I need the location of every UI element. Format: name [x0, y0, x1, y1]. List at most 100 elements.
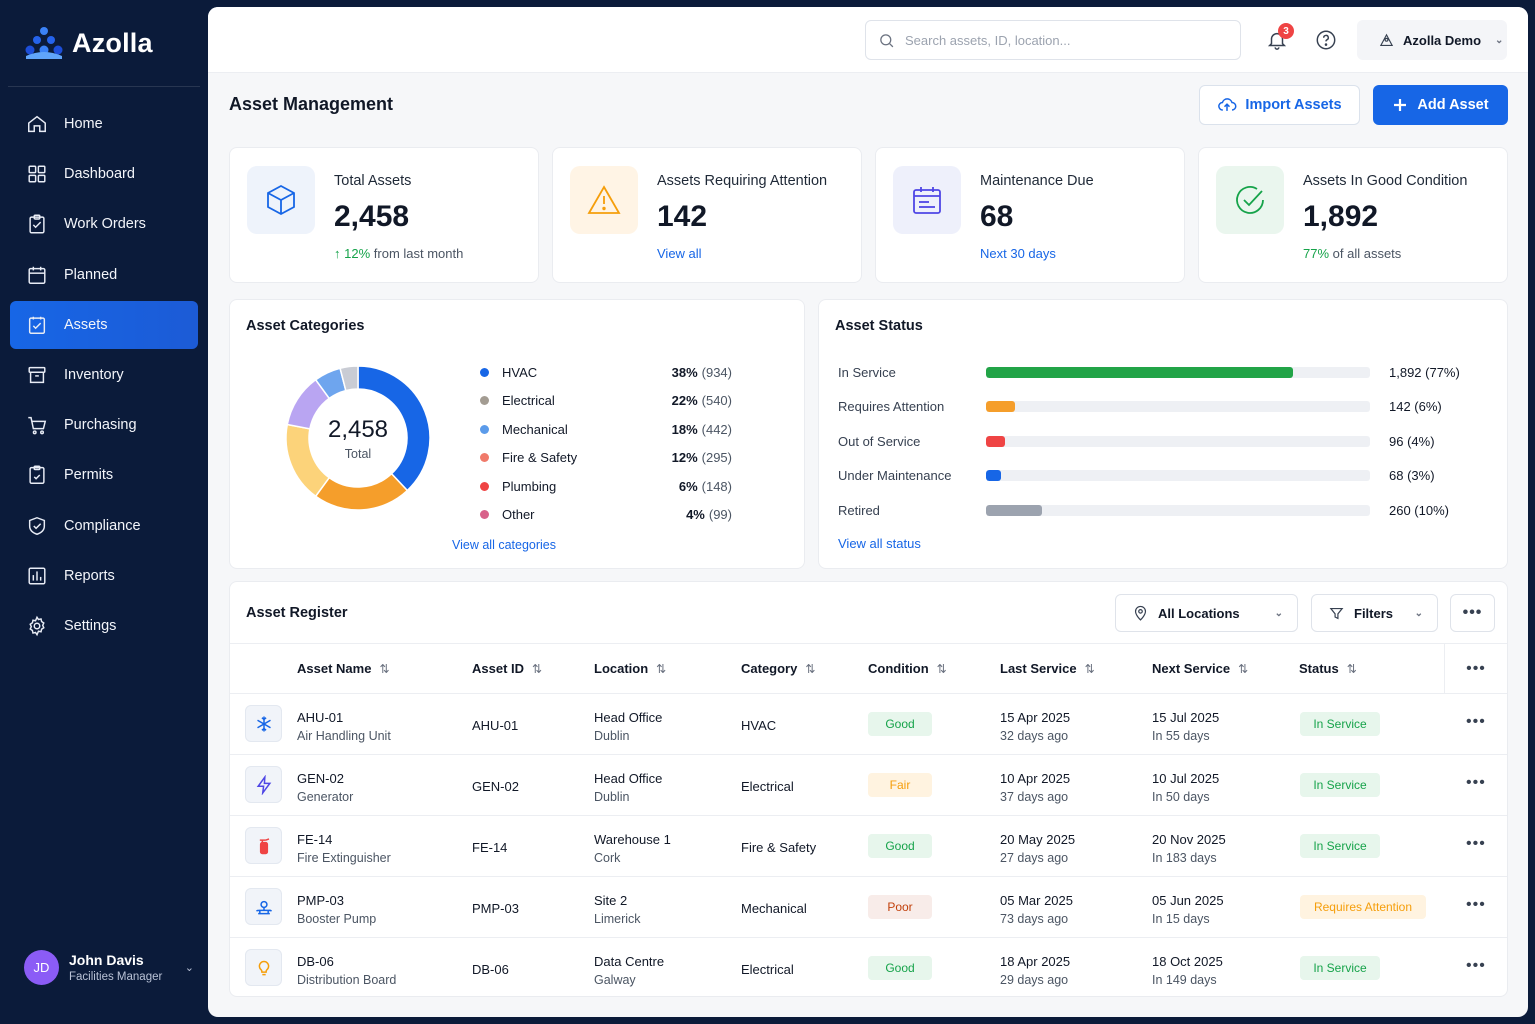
- user-profile[interactable]: JD John Davis Facilities Manager ⌄: [24, 950, 194, 985]
- column-header-asset-name[interactable]: Asset Name ⇅: [297, 661, 390, 676]
- sidebar-item-reports[interactable]: Reports: [10, 552, 198, 600]
- location-city: Dublin: [594, 729, 630, 743]
- sidebar-item-home[interactable]: Home: [10, 100, 198, 148]
- column-header-next-service[interactable]: Next Service ⇅: [1152, 661, 1248, 676]
- next-service-cell: 15 Jul 2025 In 55 days: [1152, 708, 1219, 746]
- filters-button[interactable]: Filters ⌄: [1311, 594, 1438, 632]
- more-options-button[interactable]: •••: [1450, 594, 1495, 632]
- row-actions-button[interactable]: •••: [1466, 713, 1486, 730]
- view-all-categories-link[interactable]: View all categories: [452, 538, 556, 552]
- table-row[interactable]: DB-06 Distribution Board DB-06 Data Centre G…: [230, 938, 1507, 999]
- column-header-asset-id[interactable]: Asset ID ⇅: [472, 661, 542, 676]
- column-header-condition[interactable]: Condition ⇅: [868, 661, 947, 676]
- stat-icon-wrap: [247, 166, 315, 234]
- sidebar-item-inventory[interactable]: Inventory: [10, 351, 198, 399]
- sidebar-item-work-orders[interactable]: Work Orders: [10, 200, 198, 248]
- gear-icon: [29, 615, 45, 637]
- location-cell: Site 2 Limerick: [594, 891, 641, 929]
- account-menu[interactable]: Azolla Demo ⌄: [1357, 20, 1507, 60]
- location-city: Dublin: [594, 790, 630, 804]
- add-asset-button[interactable]: Add Asset: [1373, 85, 1508, 125]
- location-filter-dropdown[interactable]: All Locations ⌄: [1115, 594, 1298, 632]
- view-all-link[interactable]: View all: [657, 246, 702, 261]
- chevron-down-icon[interactable]: ⌄: [184, 962, 194, 974]
- asset-name-cell[interactable]: GEN-02 Generator: [297, 769, 353, 807]
- next-service-in: In 183 days: [1152, 851, 1217, 865]
- sidebar-divider: [8, 86, 200, 87]
- next-service-in: In 15 days: [1152, 912, 1210, 926]
- sidebar-item-dashboard[interactable]: Dashboard: [10, 150, 198, 198]
- cube-icon: [267, 184, 295, 216]
- asset-checklist-icon: [28, 316, 46, 334]
- row-actions-button[interactable]: •••: [1466, 774, 1486, 791]
- stat-card-total-assets: Total Assets 2,458 ↑ 12% from last month: [229, 147, 539, 283]
- topbar: 3 Azolla Demo ⌄: [208, 7, 1528, 73]
- next-service-date: 18 Oct 2025: [1152, 954, 1223, 969]
- sidebar-item-label: Compliance: [64, 517, 141, 534]
- table-row[interactable]: AHU-01 Air Handling Unit AHU-01 Head Office…: [230, 694, 1507, 755]
- donut-total-value: 2,458: [327, 415, 389, 443]
- status-bar-fill: [986, 504, 1042, 516]
- asset-name-cell[interactable]: DB-06 Distribution Board: [297, 952, 396, 990]
- asset-name-cell[interactable]: PMP-03 Booster Pump: [297, 891, 376, 929]
- view-all-status-link[interactable]: View all status: [838, 536, 921, 551]
- check-circle-icon: [1236, 186, 1264, 214]
- column-header-location[interactable]: Location ⇅: [594, 661, 666, 676]
- sidebar-item-permits[interactable]: Permits: [10, 451, 198, 499]
- last-service-cell: 18 Apr 2025 29 days ago: [1000, 952, 1070, 990]
- search-box[interactable]: [865, 20, 1241, 60]
- legend-dot: [480, 453, 489, 463]
- asset-name-cell[interactable]: FE-14 Fire Extinguisher: [297, 830, 391, 868]
- column-header-label: Category: [741, 661, 798, 676]
- column-header-category[interactable]: Category ⇅: [741, 661, 815, 676]
- column-header-label: Last Service: [1000, 661, 1077, 676]
- status-row: Under Maintenance 68 (3%): [838, 466, 1498, 486]
- help-button[interactable]: [1315, 29, 1337, 51]
- column-header-status[interactable]: Status ⇅: [1299, 661, 1357, 676]
- legend-name: Plumbing: [502, 478, 557, 494]
- import-assets-button[interactable]: Import Assets: [1199, 85, 1360, 125]
- location-filter-label: All Locations: [1158, 605, 1240, 621]
- row-actions-button[interactable]: •••: [1466, 835, 1486, 852]
- status-row: In Service 1,892 (77%): [838, 362, 1498, 382]
- sidebar-item-compliance[interactable]: Compliance: [10, 502, 198, 550]
- column-header-label: Location: [594, 661, 649, 676]
- good-percent: 77%: [1303, 246, 1330, 261]
- notifications-button[interactable]: 3: [1266, 23, 1294, 51]
- box-icon: [28, 366, 46, 384]
- next-service-cell: 10 Jul 2025 In 50 days: [1152, 769, 1219, 807]
- asset-id: FE-14: [472, 840, 508, 855]
- table-row[interactable]: FE-14 Fire Extinguisher FE-14 Warehouse 1 Co…: [230, 816, 1507, 877]
- sidebar-item-assets[interactable]: Assets: [10, 300, 198, 349]
- status-name: Requires Attention: [838, 399, 945, 414]
- table-row[interactable]: GEN-02 Generator GEN-02 Head Office Dublin El…: [230, 755, 1507, 816]
- column-header-last-service[interactable]: Last Service ⇅: [1000, 661, 1095, 676]
- condition-badge: Good: [868, 956, 932, 980]
- category: Fire & Safety: [741, 840, 817, 855]
- asset-id: DB-06: [472, 962, 509, 977]
- azolla-logo-icon: [25, 27, 63, 59]
- row-actions-button[interactable]: •••: [1466, 957, 1486, 974]
- calendar-icon: [913, 187, 941, 214]
- row-actions-button[interactable]: •••: [1466, 896, 1486, 913]
- column-options-button[interactable]: •••: [1444, 644, 1507, 693]
- home-icon: [28, 115, 46, 133]
- search-input[interactable]: [905, 32, 1225, 48]
- asset-name: PMP-03: [297, 893, 344, 908]
- last-service-ago: 29 days ago: [1000, 973, 1069, 987]
- brand[interactable]: Azolla: [24, 26, 153, 60]
- last-service-ago: 73 days ago: [1000, 912, 1069, 926]
- status-badge: In Service: [1300, 712, 1380, 736]
- sidebar-item-planned[interactable]: Planned: [10, 251, 198, 299]
- location-cell: Head Office Dublin: [594, 769, 662, 807]
- sort-icon: ⇅: [656, 661, 667, 676]
- bolt-icon: [256, 774, 271, 795]
- sidebar-item-purchasing[interactable]: Purchasing: [10, 401, 198, 449]
- chevron-down-icon: ⌄: [1274, 607, 1283, 619]
- categories-legend: HVAC 38% (934) Electrical 22% (540) Mechanical…: [480, 358, 732, 529]
- table-row[interactable]: PMP-03 Booster Pump PMP-03 Site 2 Limerick Me…: [230, 877, 1507, 938]
- sidebar-item-settings[interactable]: Settings: [10, 602, 198, 650]
- asset-name-cell[interactable]: AHU-01 Air Handling Unit: [297, 708, 391, 746]
- column-header-label: Condition: [868, 661, 929, 676]
- next-30-days-link[interactable]: Next 30 days: [980, 246, 1056, 261]
